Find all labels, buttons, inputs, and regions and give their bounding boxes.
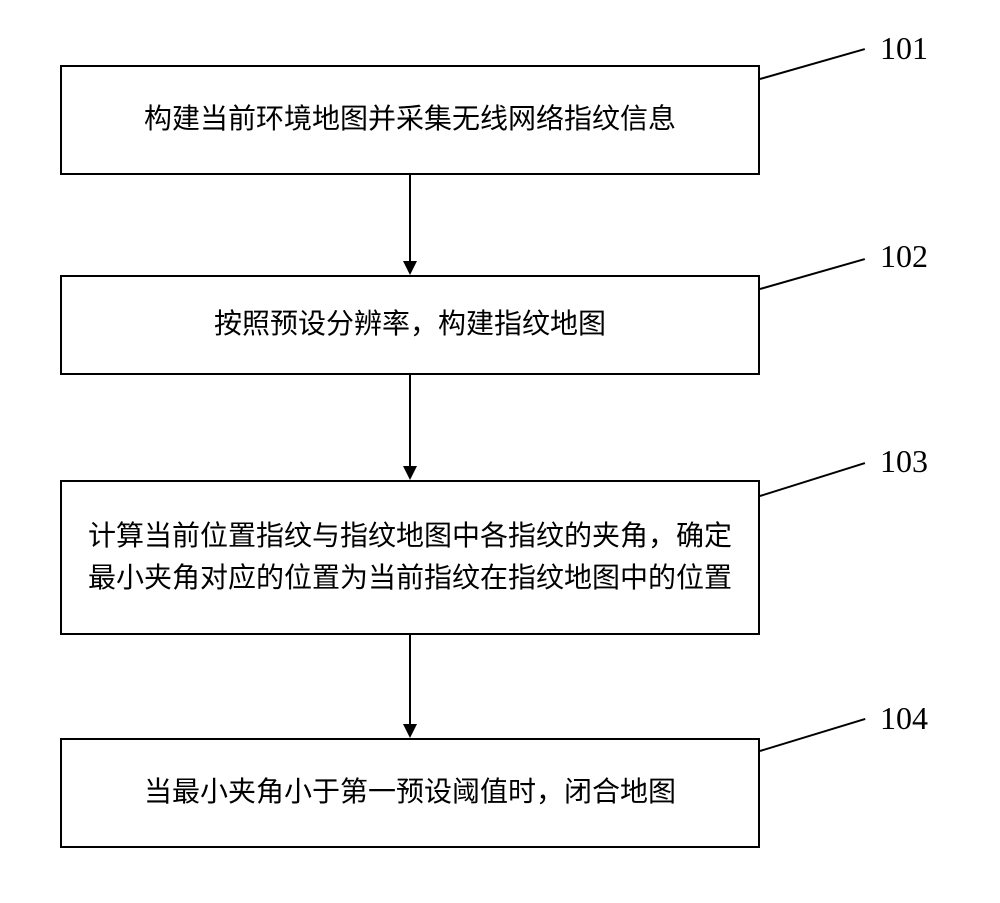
step-text: 计算当前位置指纹与指纹地图中各指纹的夹角，确定最小夹角对应的位置为当前指纹在指纹… — [82, 516, 738, 600]
connector-line — [409, 175, 411, 263]
flowchart-step-101: 构建当前环境地图并采集无线网络指纹信息 — [60, 65, 760, 175]
step-text: 构建当前环境地图并采集无线网络指纹信息 — [144, 99, 676, 141]
arrowhead-icon — [403, 261, 417, 275]
step-text: 按照预设分辨率，构建指纹地图 — [214, 304, 606, 346]
step-label-101: 101 — [880, 30, 928, 67]
step-label-103: 103 — [880, 443, 928, 480]
arrowhead-icon — [403, 724, 417, 738]
step-text: 当最小夹角小于第一预设阈值时，闭合地图 — [144, 772, 676, 814]
step-label-104: 104 — [880, 700, 928, 737]
connector-line — [409, 375, 411, 468]
leader-line — [760, 462, 866, 497]
step-label-102: 102 — [880, 238, 928, 275]
leader-line — [760, 258, 866, 290]
leader-line — [760, 718, 866, 752]
connector-line — [409, 635, 411, 726]
arrowhead-icon — [403, 466, 417, 480]
flowchart-step-104: 当最小夹角小于第一预设阈值时，闭合地图 — [60, 738, 760, 848]
leader-line — [760, 48, 866, 80]
flowchart-step-103: 计算当前位置指纹与指纹地图中各指纹的夹角，确定最小夹角对应的位置为当前指纹在指纹… — [60, 480, 760, 635]
flowchart-step-102: 按照预设分辨率，构建指纹地图 — [60, 275, 760, 375]
